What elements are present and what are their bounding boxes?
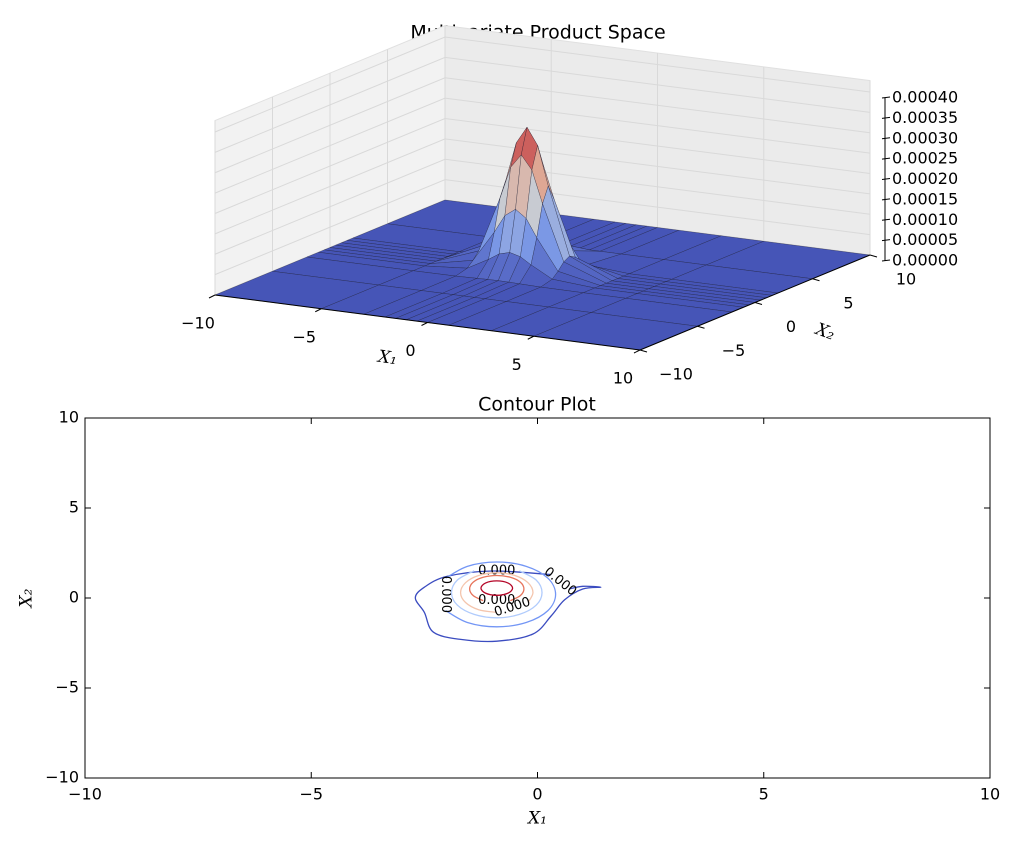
- grid-line: [214, 97, 871, 194]
- tick-mark: [881, 259, 891, 262]
- tick-mark: [315, 308, 322, 313]
- z-tick-label: 0.00005: [892, 230, 958, 249]
- tick-mark: [881, 157, 891, 160]
- contour-line: [480, 580, 514, 596]
- y-tick-label: 0: [69, 588, 79, 607]
- z-tick-label: 0.00030: [892, 128, 958, 147]
- x-tick-label: 5: [759, 785, 769, 804]
- x-axis-label: X₁: [526, 809, 547, 829]
- grid-line: [214, 56, 871, 153]
- x-axis-label: X₁: [375, 347, 399, 370]
- y-tick-label: −5: [722, 341, 746, 360]
- tick-mark: [754, 302, 763, 305]
- contour-label: 0.000: [478, 563, 515, 578]
- contour-label: 0.000: [438, 576, 453, 613]
- tick-mark: [697, 325, 705, 329]
- z-tick-label: 0.00020: [892, 169, 958, 188]
- y-tick-label: 5: [69, 498, 79, 517]
- z-tick-label: 0.00015: [892, 189, 958, 208]
- contour-label: 0.000: [478, 593, 515, 608]
- y-tick-label: −5: [55, 678, 79, 697]
- y-tick-label: −10: [45, 768, 79, 787]
- tick-mark: [881, 218, 891, 221]
- x-tick-label: 5: [512, 355, 522, 374]
- x-tick-label: −10: [181, 314, 215, 333]
- x-tick-label: −5: [292, 327, 316, 346]
- grid-line: [214, 158, 871, 255]
- x-tick-label: −10: [68, 785, 102, 804]
- x-tick-label: 0: [405, 341, 415, 360]
- chart-title: Contour Plot: [478, 394, 596, 416]
- tick-mark: [527, 335, 534, 340]
- x-tick-label: 0: [532, 785, 542, 804]
- contour-line: [450, 570, 543, 619]
- y-tick-label: 10: [896, 270, 916, 289]
- grid-line: [214, 36, 871, 133]
- grid-line: [214, 138, 871, 235]
- y-tick-label: 0: [786, 317, 796, 336]
- y-tick-label: 5: [843, 293, 853, 312]
- tick-mark: [881, 239, 891, 242]
- y-tick-label: −10: [659, 365, 693, 384]
- contour-line: [468, 574, 525, 602]
- x-tick-label: 10: [980, 785, 1000, 804]
- plot-area: [85, 418, 990, 778]
- z-tick-label: 0.00010: [892, 210, 958, 229]
- z-tick-label: 0.00040: [892, 88, 958, 107]
- x-tick-label: 10: [613, 369, 633, 388]
- tick-mark: [881, 178, 891, 180]
- tick-mark: [208, 294, 216, 299]
- grid-line: [214, 179, 871, 276]
- y-tick-label: 10: [59, 408, 79, 427]
- contour-line: [459, 572, 534, 614]
- tick-mark: [633, 349, 641, 354]
- contour-line: [414, 570, 602, 643]
- tick-mark: [421, 322, 428, 326]
- z-tick-label: 0.00000: [892, 251, 958, 270]
- tick-mark: [881, 137, 891, 140]
- z-tick-label: 0.00035: [892, 108, 958, 127]
- tick-mark: [869, 254, 878, 258]
- tick-mark: [639, 349, 648, 353]
- y-axis-label: X₂: [17, 588, 37, 609]
- tick-mark: [812, 278, 820, 282]
- x-tick-label: −5: [299, 785, 323, 804]
- grid-line: [214, 77, 871, 174]
- tick-mark: [881, 96, 891, 99]
- z-tick-label: 0.00025: [892, 149, 958, 168]
- tick-mark: [881, 116, 891, 119]
- contour-line: [445, 561, 557, 628]
- surface: [214, 127, 871, 351]
- tick-mark: [881, 198, 891, 201]
- grid-line: [214, 117, 871, 214]
